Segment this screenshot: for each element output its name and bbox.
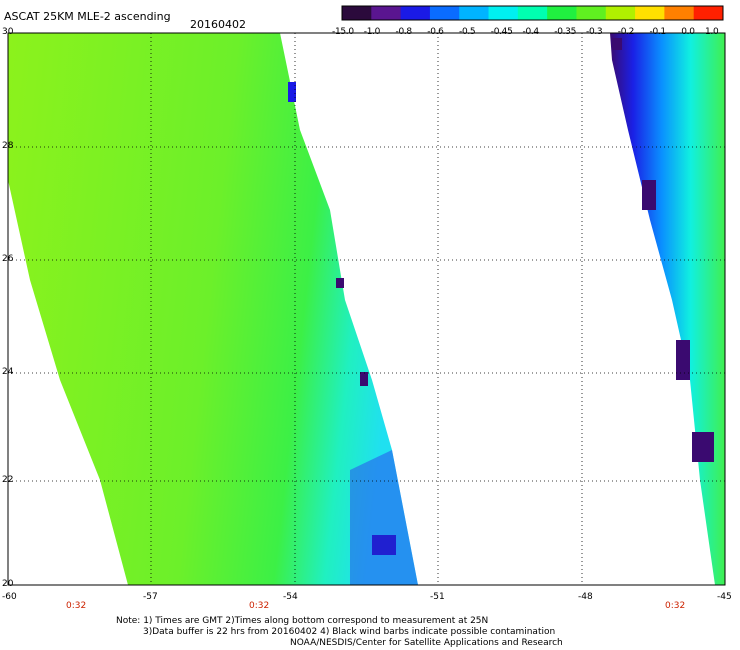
colorbar-label: -0.3 <box>586 27 603 37</box>
colorbar-label: -0.2 <box>617 27 635 37</box>
right-swath <box>610 33 725 585</box>
time-label: 0:32 <box>66 601 87 611</box>
lat-label: 22 <box>2 475 14 485</box>
lat-label: 26 <box>2 254 14 264</box>
lon-label: -45 <box>717 592 732 602</box>
colorbar-swatch <box>371 6 402 20</box>
swath-pixel <box>288 82 296 102</box>
colorbar-swatch <box>693 6 724 20</box>
note-line-1: Note: 1) Times are GMT 2)Times along bot… <box>116 616 489 626</box>
colorbar-swatch <box>429 6 460 20</box>
lon-label: -54 <box>283 592 298 602</box>
plot-frame <box>7 32 726 586</box>
lat-label: 30 <box>2 27 14 37</box>
colorbar-label: -0.1 <box>649 27 667 37</box>
map-title: ASCAT 25KM MLE-2 ascending <box>4 10 171 23</box>
swath-pixel <box>612 38 622 50</box>
colorbar-label: -0.8 <box>395 27 413 37</box>
lat-label: 28 <box>2 141 14 151</box>
lon-label: -51 <box>430 592 445 602</box>
time-label: 0:32 <box>665 601 686 611</box>
colorbar-swatch <box>605 6 636 20</box>
colorbar-label: -15.0 <box>332 27 354 37</box>
map-date: 20160402 <box>190 18 246 31</box>
colorbar-swatch <box>342 6 372 20</box>
colorbar-label: 1.0 <box>705 27 719 37</box>
lat-label: 20 <box>2 579 14 589</box>
colorbar-label: -1.0 <box>363 27 381 37</box>
lat-label: 24 <box>2 367 14 377</box>
swath-pixel <box>642 180 656 210</box>
colorbar-swatch <box>517 6 548 20</box>
swath-pixel <box>676 340 690 380</box>
lon-label: -48 <box>578 592 593 602</box>
colorbar-swatch <box>664 6 695 20</box>
swath-pixel <box>336 278 344 288</box>
time-label: 0:32 <box>249 601 270 611</box>
colorbar-label: -0.35 <box>554 27 577 37</box>
colorbar <box>341 5 724 21</box>
colorbar-label: -0.4 <box>522 27 540 37</box>
swath-pixel <box>360 372 368 386</box>
swath-pixel <box>692 432 714 462</box>
colorbar-swatch <box>459 6 490 20</box>
left-swath <box>8 33 418 585</box>
colorbar-label: -0.6 <box>427 27 444 37</box>
colorbar-swatch <box>400 6 431 20</box>
left-swath-edge <box>350 450 418 585</box>
note-line-3: NOAA/NESDIS/Center for Satellite Applica… <box>290 638 563 648</box>
colorbar-swatch <box>488 6 519 20</box>
colorbar-label: -0.5 <box>459 27 476 37</box>
note-line-2: 3)Data buffer is 22 hrs from 20160402 4)… <box>143 627 556 637</box>
colorbar-label: -0.45 <box>490 27 513 37</box>
swath-pixel <box>372 535 396 555</box>
colorbar-frame <box>341 5 724 21</box>
lon-label: -60 <box>2 592 17 602</box>
colorbar-label: 0.0 <box>681 27 695 37</box>
lon-label: -57 <box>143 592 158 602</box>
colorbar-swatch <box>547 6 577 20</box>
colorbar-swatch <box>635 6 665 20</box>
colorbar-swatch <box>576 6 607 20</box>
